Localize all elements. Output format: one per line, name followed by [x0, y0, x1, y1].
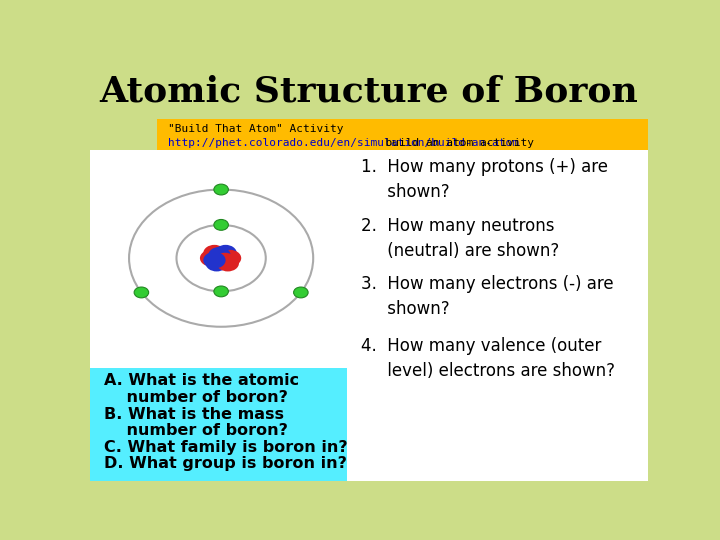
Text: D. What group is boron in?: D. What group is boron in? [104, 456, 347, 471]
Bar [90, 150, 347, 368]
Circle shape [203, 245, 225, 261]
Text: number of boron?: number of boron? [104, 390, 288, 405]
Circle shape [214, 253, 236, 269]
Circle shape [217, 255, 239, 272]
Text: "Build That Atom" Activity: "Build That Atom" Activity [168, 124, 343, 134]
Bar [90, 65, 648, 119]
Circle shape [219, 250, 241, 266]
Text: B. What is the mass: B. What is the mass [104, 407, 284, 422]
Circle shape [214, 286, 228, 297]
Bar [157, 119, 648, 150]
Text: build an atom activity: build an atom activity [372, 138, 534, 147]
Circle shape [205, 255, 228, 272]
Circle shape [214, 219, 228, 230]
Circle shape [134, 287, 148, 298]
Circle shape [294, 287, 308, 298]
Circle shape [210, 248, 233, 265]
Bar [347, 150, 648, 481]
Text: 2.  How many neutrons
     (neutral) are shown?: 2. How many neutrons (neutral) are shown… [361, 217, 559, 260]
Text: C. What family is boron in?: C. What family is boron in? [104, 440, 348, 455]
Text: number of boron?: number of boron? [104, 423, 288, 438]
Bar [90, 368, 347, 481]
Circle shape [214, 184, 228, 195]
Circle shape [208, 247, 230, 264]
Text: A. What is the atomic: A. What is the atomic [104, 373, 299, 388]
Text: Atomic Structure of Boron: Atomic Structure of Boron [99, 75, 639, 109]
Text: 3.  How many electrons (-) are
     shown?: 3. How many electrons (-) are shown? [361, 275, 613, 318]
Circle shape [203, 252, 225, 268]
Text: 4.  How many valence (outer
     level) electrons are shown?: 4. How many valence (outer level) electr… [361, 337, 615, 380]
Circle shape [210, 251, 233, 268]
Circle shape [215, 245, 237, 261]
Text: 1.  How many protons (+) are
     shown?: 1. How many protons (+) are shown? [361, 158, 608, 201]
Text: http://phet.colorado.edu/en/simulation/build-an-atom: http://phet.colorado.edu/en/simulation/b… [168, 138, 519, 147]
Circle shape [200, 250, 222, 266]
